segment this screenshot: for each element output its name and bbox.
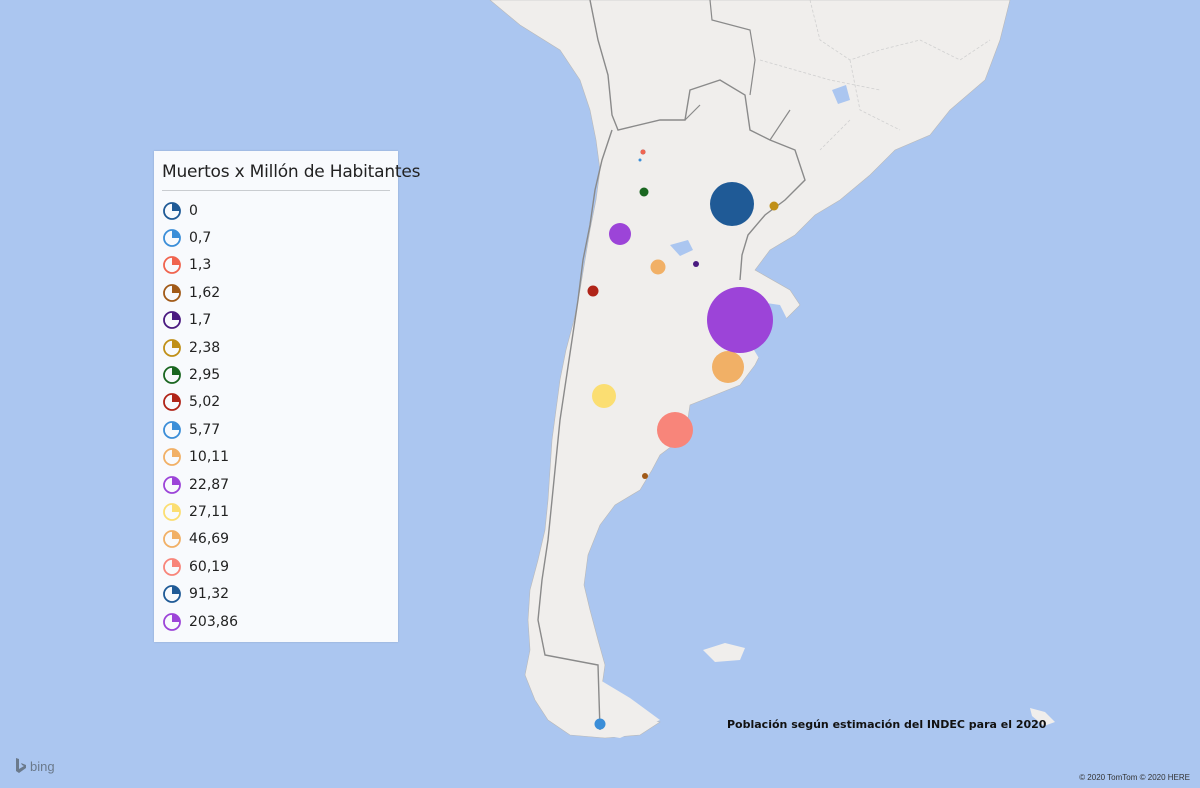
bubble-0-7[interactable] — [638, 158, 642, 162]
bubble-5-02[interactable] — [587, 285, 599, 297]
bubble-46-69[interactable] — [712, 351, 744, 383]
legend-item[interactable]: 91,32 — [162, 580, 238, 607]
pie-marker-icon — [163, 256, 181, 275]
bing-logo[interactable]: bing — [14, 757, 55, 775]
legend-item-label: 22,87 — [189, 476, 230, 493]
legend-item[interactable]: 2,95 — [162, 361, 238, 388]
legend-item-label: 91,32 — [189, 586, 230, 603]
legend-item[interactable]: 1,62 — [162, 279, 238, 306]
pie-marker-icon — [163, 229, 181, 247]
border-bolivia-paraguay — [684, 0, 791, 141]
bubble-27-11[interactable] — [592, 384, 616, 408]
bubble-1-3[interactable] — [640, 149, 646, 155]
bubble-203-86[interactable] — [707, 287, 773, 353]
legend-divider — [162, 190, 390, 191]
border-argentina — [537, 0, 806, 731]
lake-patos — [832, 85, 850, 104]
copyright-text: © 2020 TomTom © 2020 HERE — [1079, 773, 1190, 782]
bing-logo-text: bing — [30, 758, 55, 774]
legend-item-label: 46,69 — [189, 531, 230, 548]
bubble-1-62[interactable] — [642, 473, 648, 479]
lake-mar-chiquita — [670, 240, 693, 256]
legend-item[interactable]: 22,87 — [162, 471, 238, 498]
land-tierra-del-fuego — [555, 680, 660, 738]
pie-marker-icon — [163, 503, 181, 521]
pie-marker-icon — [163, 366, 181, 384]
bubble-10-11[interactable] — [650, 259, 666, 275]
pie-marker-icon — [163, 338, 181, 357]
legend-item-label: 1,62 — [189, 284, 221, 301]
legend-item[interactable]: 203,86 — [162, 608, 238, 635]
legend-item[interactable]: 27,11 — [162, 498, 238, 525]
legend-item[interactable]: 5,77 — [162, 416, 238, 443]
bubble-2-95[interactable] — [639, 187, 649, 197]
legend-item-label: 1,3 — [189, 257, 212, 274]
pie-marker-icon — [163, 201, 181, 220]
land-islands — [703, 643, 745, 662]
legend-title: Muertos x Millón de Habitantes — [162, 162, 421, 182]
bubble-1-7[interactable] — [693, 261, 699, 267]
legend-item[interactable]: 60,19 — [162, 553, 238, 580]
bing-logo-icon — [16, 758, 26, 773]
legend-item-label: 5,77 — [189, 421, 221, 438]
pie-marker-icon — [163, 448, 181, 467]
legend-item-label: 60,19 — [189, 558, 230, 575]
pie-marker-icon — [163, 530, 181, 549]
legend-item-label: 5,02 — [189, 394, 221, 411]
legend-item-label: 0 — [189, 202, 198, 219]
population-note: Población según estimación del INDEC par… — [727, 718, 1047, 731]
internal-borders — [759, 0, 991, 151]
legend-item[interactable]: 46,69 — [162, 526, 238, 553]
bubble-91-32[interactable] — [710, 182, 754, 226]
land-islands-2 — [1030, 708, 1055, 726]
legend-item-label: 2,95 — [189, 367, 221, 384]
pie-marker-icon — [163, 311, 181, 330]
legend-item-label: 203,86 — [189, 613, 238, 630]
legend-item[interactable]: 1,3 — [162, 252, 238, 279]
bubble-60-19[interactable] — [657, 412, 693, 448]
pie-marker-icon — [163, 393, 181, 412]
bubble-22-87[interactable] — [609, 223, 631, 245]
legend-item[interactable]: 0,7 — [162, 224, 238, 251]
legend-item-label: 2,38 — [189, 339, 221, 356]
bubbles — [587, 149, 779, 730]
legend-items: 0 0,7 1,3 1,62 1,7 2,38 2,95 5,02 5,77 10,11 22,87… — [162, 197, 238, 635]
pie-marker-icon — [163, 612, 181, 631]
bubble-2-38[interactable] — [769, 201, 779, 211]
legend-item[interactable]: 2,38 — [162, 334, 238, 361]
pie-marker-icon — [163, 420, 181, 439]
legend-item-label: 0,7 — [189, 230, 212, 247]
pie-marker-icon — [163, 557, 181, 576]
legend-item[interactable]: 5,02 — [162, 389, 238, 416]
pie-marker-icon — [163, 283, 181, 302]
legend-item[interactable]: 0 — [162, 197, 238, 224]
pie-marker-icon — [163, 475, 181, 494]
bubble-5-77[interactable] — [594, 718, 606, 730]
legend-item-label: 1,7 — [189, 312, 212, 329]
legend-item-label: 10,11 — [189, 449, 230, 466]
legend-item-label: 27,11 — [189, 503, 230, 520]
legend-item[interactable]: 1,7 — [162, 307, 238, 334]
legend: Muertos x Millón de Habitantes 0 0,7 1,3 1,… — [154, 151, 421, 642]
legend-item[interactable]: 10,11 — [162, 444, 238, 471]
pie-marker-icon — [163, 585, 181, 604]
